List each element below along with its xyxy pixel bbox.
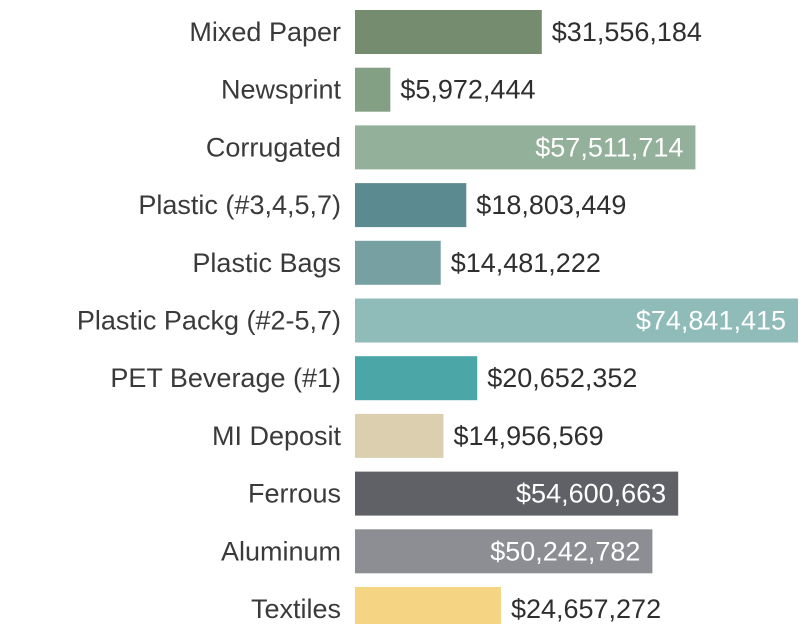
- bar: [355, 298, 798, 343]
- value-label: $54,600,663: [516, 479, 666, 509]
- category-label: Textiles: [251, 594, 341, 624]
- category-label: Plastic (#3,4,5,7): [138, 190, 341, 220]
- category-label: Ferrous: [248, 479, 341, 509]
- value-label: $74,841,415: [636, 306, 786, 336]
- value-label: $14,956,569: [454, 421, 604, 451]
- bar: [355, 183, 467, 228]
- category-label: Newsprint: [221, 75, 342, 105]
- value-label: $24,657,272: [511, 594, 661, 624]
- bar: [355, 356, 478, 401]
- category-label: MI Deposit: [212, 421, 342, 451]
- category-label: Mixed Paper: [189, 17, 341, 47]
- bar: [355, 413, 444, 458]
- value-label: $31,556,184: [552, 17, 702, 47]
- bar: [355, 471, 679, 516]
- category-label: Plastic Packg (#2-5,7): [77, 306, 341, 336]
- value-label: $14,481,222: [451, 248, 601, 278]
- value-label: $18,803,449: [476, 190, 626, 220]
- category-label: Plastic Bags: [192, 248, 341, 278]
- value-label: $20,652,352: [487, 363, 637, 393]
- bar: [355, 529, 653, 574]
- bar: [355, 67, 391, 112]
- bar: [355, 240, 441, 285]
- value-label: $5,972,444: [400, 75, 535, 105]
- bar: [355, 10, 542, 54]
- category-label: Corrugated: [206, 132, 341, 162]
- bar: [355, 125, 696, 170]
- category-label: Aluminum: [221, 536, 341, 566]
- category-label: PET Beverage (#1): [110, 363, 341, 393]
- value-label: $57,511,714: [535, 132, 683, 162]
- value-label: $50,242,782: [490, 536, 640, 566]
- bar: [355, 587, 501, 624]
